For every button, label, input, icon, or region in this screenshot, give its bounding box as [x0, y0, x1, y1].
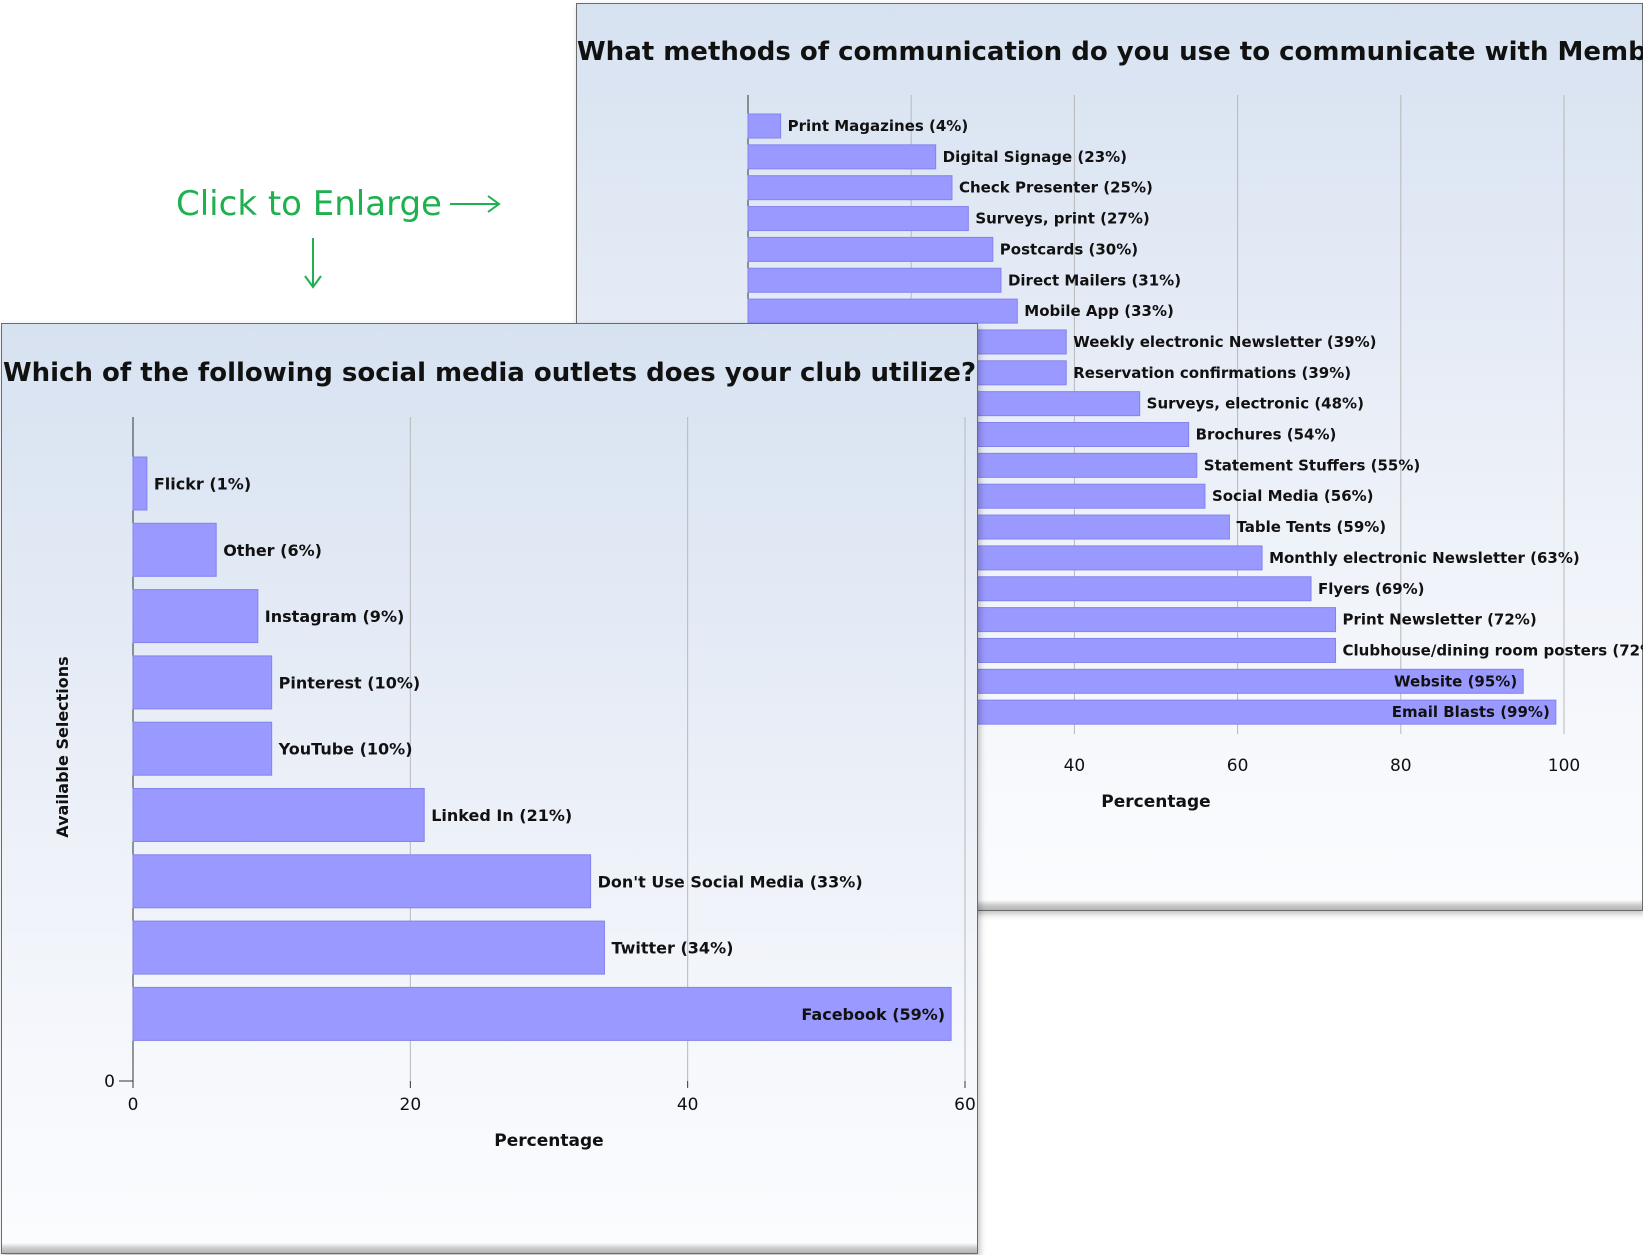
- bar: [132, 655, 273, 710]
- data-label: Social Media (56%): [1212, 487, 1374, 505]
- data-label: Brochures (54%): [1196, 426, 1337, 444]
- click-to-enlarge-hint[interactable]: Click to Enlarge: [176, 184, 442, 224]
- social-media-outlets-chart-panel[interactable]: Which of the following social media outl…: [1, 323, 978, 1254]
- bar: [132, 456, 148, 511]
- data-label: Website (95%): [1394, 672, 1517, 690]
- bar: [132, 986, 952, 1041]
- x-tick-label: 0: [128, 1095, 139, 1115]
- bar: [747, 175, 953, 201]
- x-tick-label: 40: [677, 1095, 699, 1115]
- data-label: Digital Signage (23%): [943, 148, 1127, 166]
- data-label: Linked In (21%): [431, 806, 572, 825]
- right-arrow-icon: [450, 195, 501, 213]
- data-label: Direct Mailers (31%): [1008, 271, 1181, 289]
- data-label: Monthly electronic Newsletter (63%): [1269, 549, 1580, 567]
- bar: [747, 267, 1002, 293]
- data-label: Print Magazines (4%): [788, 117, 969, 135]
- bar: [132, 589, 259, 644]
- data-label: Twitter (34%): [611, 939, 733, 958]
- x-axis-label: Percentage: [494, 1131, 603, 1151]
- y-tick-label: 0: [104, 1072, 115, 1092]
- data-label: Print Newsletter (72%): [1343, 611, 1537, 629]
- data-label: Check Presenter (25%): [959, 179, 1153, 197]
- x-axis-label: Percentage: [1101, 792, 1210, 812]
- data-label: Pinterest (10%): [279, 673, 421, 692]
- down-arrow-icon: [304, 238, 322, 289]
- data-label: Don't Use Social Media (33%): [598, 872, 863, 891]
- data-label: Surveys, print (27%): [975, 210, 1149, 228]
- data-label: Flyers (69%): [1318, 580, 1425, 598]
- bar: [132, 721, 273, 776]
- data-label: Reservation confirmations (39%): [1073, 364, 1351, 382]
- bar: [132, 522, 217, 577]
- bar: [747, 113, 782, 139]
- data-label: Postcards (30%): [1000, 240, 1138, 258]
- bar: [747, 206, 969, 232]
- data-label: Clubhouse/dining room posters (72%): [1343, 641, 1643, 659]
- bar: [747, 298, 1018, 324]
- data-label: Surveys, electronic (48%): [1147, 395, 1364, 413]
- bar: [132, 920, 605, 975]
- bar: [132, 788, 425, 842]
- data-label: Flickr (1%): [154, 475, 251, 494]
- data-label: Mobile App (33%): [1024, 302, 1174, 320]
- x-tick-label: 80: [1390, 756, 1412, 776]
- data-label: Table Tents (59%): [1236, 518, 1386, 536]
- x-tick-label: 60: [1227, 756, 1249, 776]
- x-tick-label: 60: [954, 1095, 976, 1115]
- data-label: Facebook (59%): [801, 1005, 945, 1024]
- y-axis-label: Available Selections: [53, 656, 72, 837]
- social-media-outlets-chart: Flickr (1%) Other (6%) Instagram (9%) Pinte…: [53, 417, 976, 1151]
- x-tick-label: 40: [1064, 756, 1086, 776]
- x-tick-label: 100: [1548, 756, 1580, 776]
- data-label: Email Blasts (99%): [1392, 703, 1550, 721]
- social-media-outlets-chart-title: Which of the following social media outl…: [2, 358, 977, 388]
- x-tick-label: 20: [400, 1095, 422, 1115]
- data-label: YouTube (10%): [278, 740, 413, 759]
- data-label: Statement Stuffers (55%): [1204, 456, 1420, 474]
- data-label: Other (6%): [223, 541, 322, 560]
- communication-methods-chart-title: What methods of communication do you use…: [577, 37, 1643, 67]
- bar: [747, 144, 937, 170]
- data-label: Instagram (9%): [265, 607, 404, 626]
- bar: [747, 236, 994, 262]
- bar: [132, 854, 592, 909]
- data-label: Weekly electronic Newsletter (39%): [1073, 333, 1376, 351]
